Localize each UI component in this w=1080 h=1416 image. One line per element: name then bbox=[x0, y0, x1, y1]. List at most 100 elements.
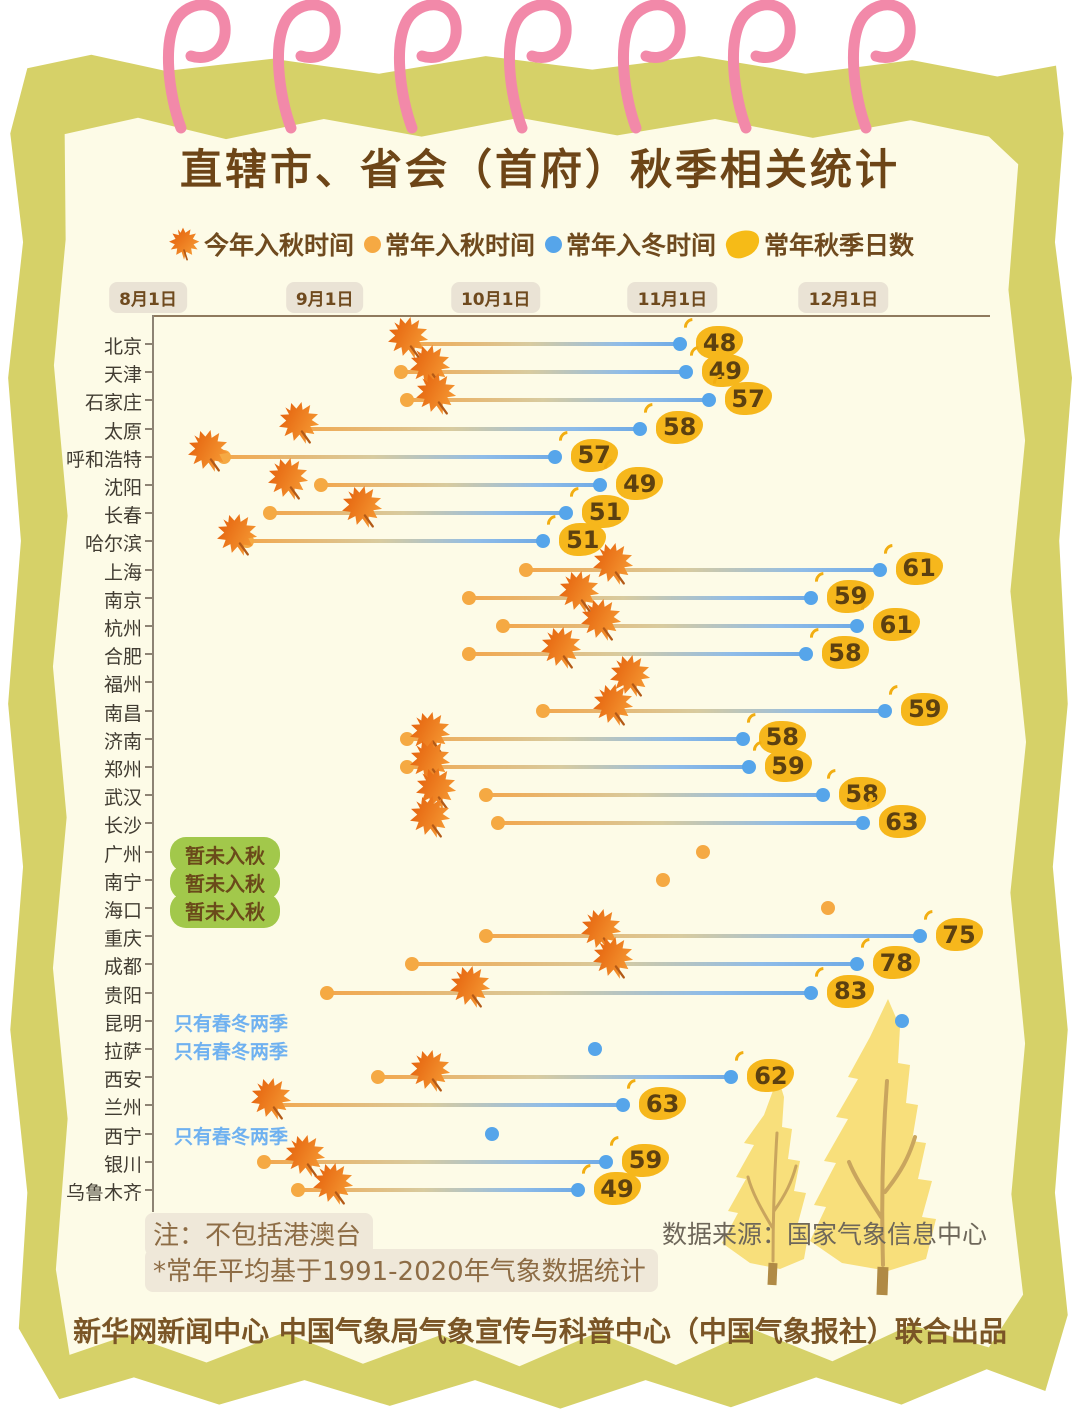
normal-winter-dot bbox=[855, 816, 870, 831]
row-label-沈阳: 沈阳 bbox=[103, 477, 142, 499]
normal-winter-dot bbox=[735, 731, 750, 746]
normal-winter-dot bbox=[633, 421, 648, 436]
row-label-北京: 北京 bbox=[103, 336, 142, 358]
maple-leaf-icon bbox=[207, 507, 265, 565]
row-label-拉萨: 拉萨 bbox=[103, 1041, 142, 1063]
y-axis-tick bbox=[145, 935, 153, 938]
row-connector-line bbox=[503, 624, 857, 628]
autumn-days-badge: 61 bbox=[895, 551, 943, 585]
normal-winter-dot bbox=[559, 506, 574, 521]
y-axis-tick bbox=[145, 343, 153, 345]
legend-label: 常年入秋时间 bbox=[384, 231, 535, 260]
normal-autumn-dot bbox=[393, 365, 408, 380]
y-axis-tick bbox=[145, 540, 153, 543]
maple-leaf-icon bbox=[332, 479, 390, 537]
y-axis-tick bbox=[145, 822, 153, 825]
normal-winter-dot bbox=[815, 788, 830, 803]
normal-winter-dot bbox=[724, 1070, 739, 1085]
row-connector-line bbox=[543, 708, 886, 713]
row-label-杭州: 杭州 bbox=[103, 618, 142, 640]
row-label-西宁: 西宁 bbox=[103, 1125, 142, 1148]
maple-leaf-icon bbox=[400, 1043, 458, 1101]
autumn-days-badge: 57 bbox=[570, 438, 618, 472]
note-line-2: *常年平均基于1991-2020年气象数据统计 bbox=[145, 1249, 658, 1292]
normal-winter-dot bbox=[593, 478, 608, 492]
row-connector-line bbox=[269, 1103, 624, 1108]
y-axis-tick bbox=[145, 512, 153, 515]
page-title: 直辖市、省会（首府）秋季相关统计 bbox=[179, 145, 900, 194]
spiral-ring-3 bbox=[393, 0, 462, 134]
y-axis-tick bbox=[145, 1076, 153, 1079]
row-connector-line bbox=[469, 595, 812, 600]
normal-winter-dot bbox=[804, 985, 819, 1000]
maple-leaf-icon bbox=[269, 395, 327, 453]
normal-winter-dot bbox=[849, 957, 864, 972]
autumn-trees-illustration bbox=[722, 999, 936, 1296]
axis-tick-label-2: 9月1日 bbox=[285, 282, 364, 313]
y-axis-tick bbox=[145, 371, 153, 374]
normal-autumn-dot bbox=[462, 647, 477, 662]
legend: 今年入秋时间 常年入秋时间 常年入冬时间 常年秋季日数 bbox=[0, 226, 1080, 262]
axis-tick-label-3: 10月1日 bbox=[450, 282, 541, 313]
row-connector-line bbox=[469, 652, 806, 657]
autumn-days-badge: 49 bbox=[593, 1172, 641, 1205]
y-axis-tick bbox=[145, 625, 153, 627]
normal-winter-dot bbox=[912, 929, 927, 944]
y-axis-tick bbox=[145, 455, 153, 458]
normal-autumn-dot bbox=[479, 788, 494, 803]
y-axis-tick bbox=[145, 681, 153, 684]
y-axis-tick bbox=[145, 737, 153, 740]
normal-autumn-dot bbox=[536, 703, 551, 718]
row-label-上海: 上海 bbox=[103, 561, 142, 584]
axis-tick-label-5: 12月1日 bbox=[798, 282, 889, 313]
autumn-days-badge: 62 bbox=[747, 1059, 795, 1093]
tree-small bbox=[722, 1077, 810, 1286]
normal-autumn-dot bbox=[695, 844, 710, 859]
row-connector-line bbox=[224, 454, 555, 459]
normal-winter-dot bbox=[616, 1098, 631, 1113]
row-connector-line bbox=[321, 483, 601, 487]
y-axis-tick bbox=[145, 963, 153, 966]
status-text-two-seasons: 只有春冬两季 bbox=[174, 1012, 289, 1035]
axis-tick-label-4: 11月1日 bbox=[627, 282, 718, 313]
normal-autumn-dot bbox=[399, 393, 414, 408]
data-source: 数据来源：国家气象信息中心 bbox=[662, 1220, 988, 1249]
row-connector-line bbox=[486, 934, 920, 939]
row-connector-line bbox=[406, 765, 749, 769]
y-axis-tick bbox=[145, 766, 153, 768]
y-axis-tick bbox=[145, 794, 153, 797]
y-axis-tick bbox=[145, 1189, 153, 1191]
autumn-days-badge: 58 bbox=[821, 636, 869, 670]
row-label-海口: 海口 bbox=[103, 900, 142, 922]
legend-item-2: 常年入秋时间 bbox=[363, 226, 535, 262]
spiral-ring-5 bbox=[617, 0, 686, 134]
normal-winter-dot bbox=[798, 647, 813, 662]
row-label-南宁: 南宁 bbox=[103, 871, 142, 894]
autumn-days-badge: 57 bbox=[724, 382, 772, 416]
autumn-days-badge: 63 bbox=[878, 805, 926, 839]
row-connector-line bbox=[246, 539, 544, 544]
autumn-days-badge: 83 bbox=[827, 974, 875, 1008]
row-label-乌鲁木齐: 乌鲁木齐 bbox=[65, 1182, 142, 1204]
normal-autumn-dot bbox=[405, 957, 420, 972]
y-axis-tick bbox=[145, 1132, 153, 1135]
row-label-贵阳: 贵阳 bbox=[103, 984, 142, 1007]
legend-item-4: 常年秋季日数 bbox=[722, 226, 914, 262]
y-axis-tick bbox=[145, 850, 153, 853]
row-connector-line bbox=[406, 398, 709, 403]
maple-leaf-icon bbox=[258, 451, 316, 509]
row-label-重庆: 重庆 bbox=[103, 928, 142, 951]
row-connector-line bbox=[497, 821, 863, 826]
normal-winter-dot bbox=[587, 1042, 602, 1056]
y-axis-tick bbox=[145, 709, 153, 712]
normal-winter-dot bbox=[878, 703, 893, 718]
y-axis-tick bbox=[145, 484, 153, 486]
normal-autumn-dot bbox=[462, 590, 477, 605]
row-label-济南: 济南 bbox=[103, 730, 142, 753]
y-axis-tick bbox=[145, 1048, 153, 1050]
normal-autumn-dot bbox=[319, 985, 334, 1000]
legend-label: 常年入冬时间 bbox=[566, 231, 717, 260]
row-label-银川: 银川 bbox=[103, 1153, 142, 1176]
maple-leaf-icon bbox=[178, 423, 236, 481]
